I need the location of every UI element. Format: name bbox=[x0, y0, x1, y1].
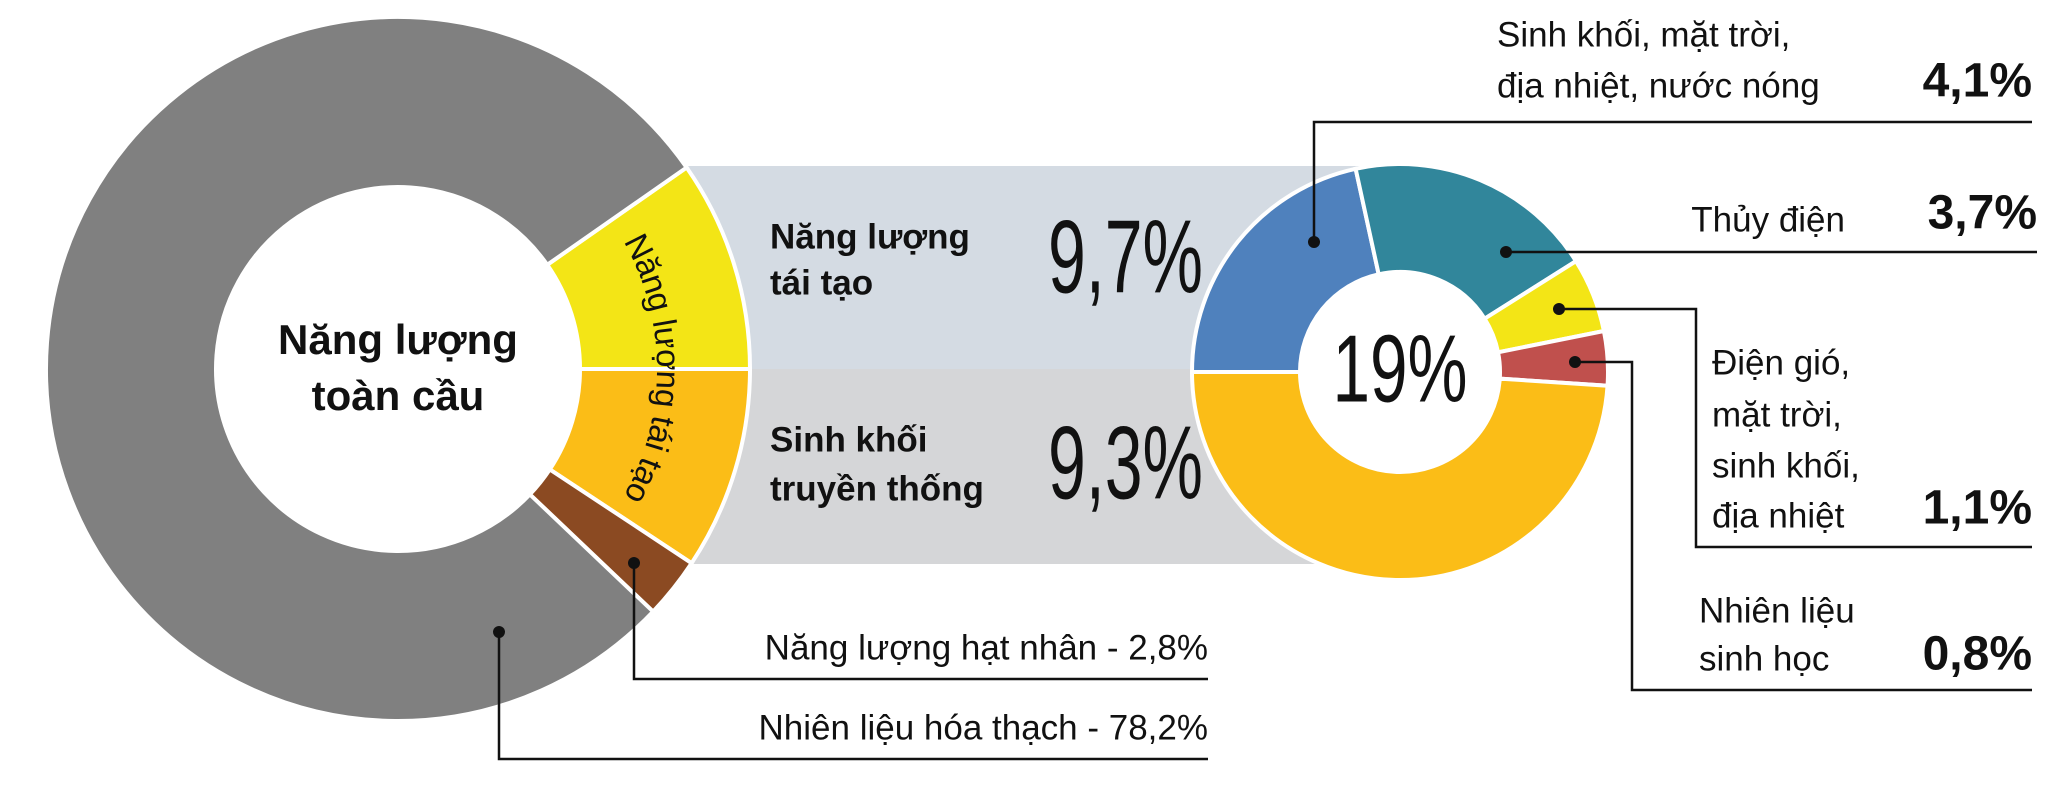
leader-line bbox=[632, 563, 1208, 681]
segment-label: Năng lượng bbox=[770, 217, 970, 256]
donut-hole bbox=[1300, 272, 1500, 472]
value-label: 0,8% bbox=[1923, 628, 2032, 681]
segment-label: Thủy điện bbox=[1691, 200, 1845, 239]
segment-label: địa nhiệt bbox=[1712, 496, 1845, 535]
leader-dot bbox=[1569, 356, 1581, 368]
segment-label: Nhiên liệu bbox=[1699, 591, 1855, 630]
leader-line bbox=[1575, 360, 2032, 692]
segment-label: địa nhiệt, nước nóng bbox=[1497, 66, 1820, 105]
leader-line bbox=[1312, 120, 2032, 242]
donut-segment bbox=[1353, 162, 1579, 322]
segment-label: Nhiên liệu hóa thạch - 78,2% bbox=[759, 708, 1208, 747]
segment-label: mặt trời, bbox=[1712, 395, 1842, 434]
leader-dot bbox=[1308, 236, 1320, 248]
leader-dot bbox=[493, 626, 505, 638]
value-label: 3,7% bbox=[1928, 187, 2037, 240]
leader-dot bbox=[628, 557, 640, 569]
segment-label: Sinh khối, mặt trời, bbox=[1497, 15, 1790, 54]
donut-segment bbox=[1189, 370, 1610, 583]
segment-label: truyền thống bbox=[770, 469, 984, 508]
segment-label: Điện gió, bbox=[1712, 343, 1850, 382]
segment-label: Năng lượng hạt nhân - 2,8% bbox=[765, 628, 1208, 667]
segment-label: sinh học bbox=[1699, 639, 1829, 678]
center-label: 19% bbox=[1333, 315, 1468, 422]
value-label: 9,7% bbox=[1048, 199, 1203, 315]
value-label: 1,1% bbox=[1923, 482, 2032, 535]
value-label: 4,1% bbox=[1923, 55, 2032, 108]
segment-label: Sinh khối bbox=[770, 420, 928, 459]
leader-line bbox=[1559, 307, 2032, 549]
donut-segment bbox=[44, 15, 690, 723]
segment-label: tái tạo bbox=[770, 263, 873, 302]
center-label: Năng lượng bbox=[278, 316, 518, 363]
leader-line bbox=[497, 632, 1208, 761]
segment-label: sinh khối, bbox=[1712, 446, 1860, 485]
center-label: toàn cầu bbox=[312, 372, 485, 419]
leader-dot bbox=[1500, 246, 1512, 258]
donut-segment bbox=[1189, 166, 1382, 374]
value-label: 9,3% bbox=[1048, 405, 1203, 521]
leader-dot bbox=[1553, 303, 1565, 315]
